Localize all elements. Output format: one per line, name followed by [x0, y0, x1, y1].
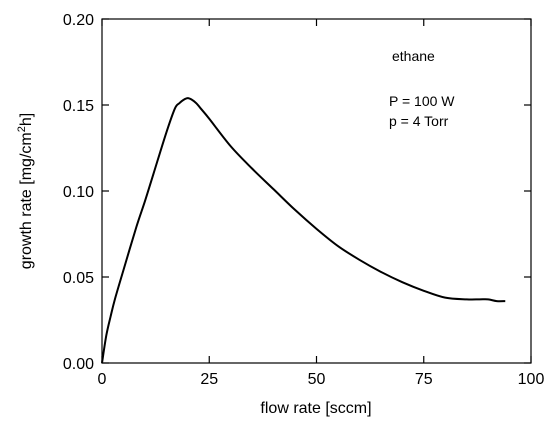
y-axis: 0.00 0.05 0.10 0.15 0.20 [63, 12, 531, 373]
annotation-power: P = 100 W [389, 93, 455, 109]
y-tick-label: 0.20 [63, 12, 94, 29]
annotation-pressure: p = 4 Torr [389, 113, 449, 129]
x-tick-label: 100 [518, 371, 545, 388]
x-axis-title: flow rate [sccm] [260, 400, 371, 417]
series-line [101, 97, 506, 364]
y-tick-label: 0.10 [63, 184, 94, 201]
annotation-gas: ethane [392, 48, 435, 64]
x-tick-label: 50 [308, 371, 326, 388]
x-tick-label: 25 [200, 371, 218, 388]
x-tick-label: 75 [415, 371, 433, 388]
plot-frame [101, 18, 532, 364]
y-axis-title: growth rate [mg/cm2h] [16, 113, 35, 269]
x-tick-label: 0 [98, 371, 107, 388]
y-axis-title-main: growth rate [mg/cm [18, 132, 35, 269]
x-axis: 0 25 50 75 100 [98, 19, 545, 388]
y-axis-title-end: h] [18, 113, 35, 126]
y-tick-label: 0.05 [63, 270, 94, 287]
y-axis-title-sup: 2 [16, 126, 28, 132]
y-tick-label: 0.15 [63, 98, 94, 115]
y-tick-label: 0.00 [63, 356, 94, 373]
